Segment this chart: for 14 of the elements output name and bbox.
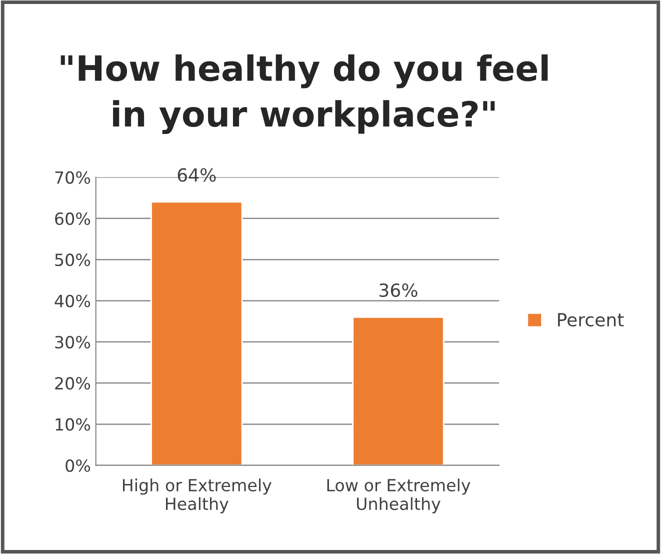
y-tick-label: 60% bbox=[55, 212, 90, 226]
y-tick-label: 20% bbox=[55, 377, 90, 390]
chart-title: "How healthy do you feel in your workplace?" bbox=[60, 54, 548, 134]
y-tick-label: 40% bbox=[54, 294, 90, 308]
legend-label: Percent bbox=[558, 313, 624, 327]
y-tick-label: 70% bbox=[55, 171, 90, 184]
data-label: 64% bbox=[178, 168, 216, 182]
y-tick-label: 50% bbox=[55, 254, 90, 266]
x-tick-label: High or Extremely Healthy bbox=[122, 478, 272, 514]
x-tick-label: Low or Extremely Unhealthy bbox=[327, 478, 470, 514]
y-tick-label: 30% bbox=[55, 336, 90, 348]
y-tick-label: 0% bbox=[66, 459, 90, 472]
y-tick-label: 10% bbox=[56, 418, 90, 431]
data-label: 36% bbox=[380, 283, 418, 298]
